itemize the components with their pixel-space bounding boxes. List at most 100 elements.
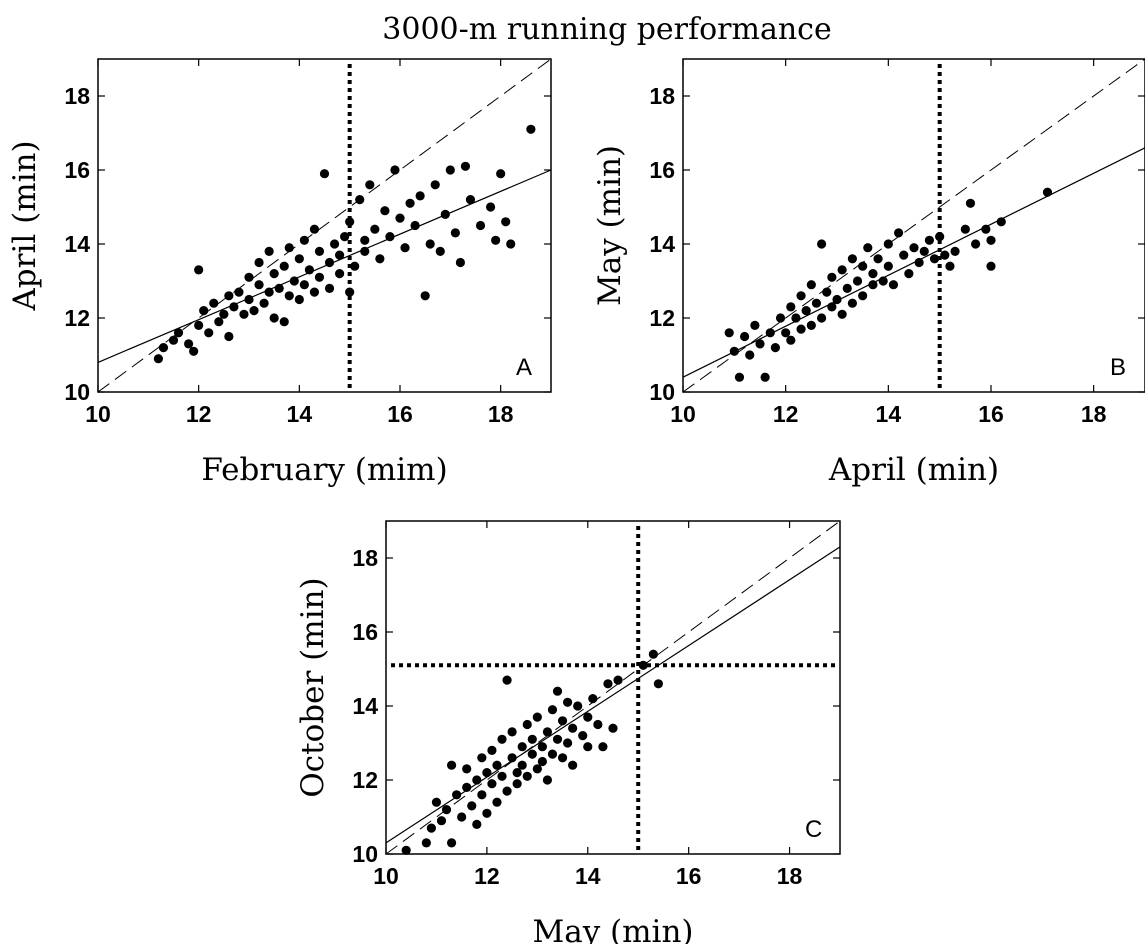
panel-a-y-tick-label: 14: [64, 231, 90, 257]
panel-b-data-point: [868, 269, 878, 279]
panel-b-data-point: [822, 287, 832, 297]
panel-b-data-point: [950, 246, 960, 256]
panel-b-data-point: [847, 254, 858, 264]
panel-c-data-point: [452, 790, 462, 800]
panel-c-data-point: [482, 808, 492, 818]
panel-b-data-point: [786, 302, 796, 312]
panel-b-x-tick-label: 16: [978, 401, 1004, 427]
panel-a-data-point: [259, 298, 269, 308]
panel-b-data-point: [740, 331, 750, 342]
panel-c-data-point: [593, 719, 603, 730]
panel-b-y-tick-label: 10: [649, 379, 675, 405]
panel-a-data-point: [405, 198, 415, 208]
panel-a-data-point: [229, 302, 239, 312]
panel-a-data-point: [194, 320, 204, 330]
panel-c-data-point: [568, 760, 578, 770]
panel-a-data-point: [410, 220, 420, 231]
panel-c-data-point: [446, 838, 457, 848]
panel-a-data-point: [234, 287, 244, 297]
panel-a-data-point: [173, 328, 184, 338]
panel-c-data-point: [613, 675, 623, 685]
panel-c-data-point: [421, 838, 431, 848]
panel-b-data-point: [765, 328, 775, 338]
panel-c-data-point: [502, 675, 512, 685]
panel-c-identity-line: [385, 520, 841, 855]
panel-c-data-point: [477, 790, 487, 800]
panel-a-data-point: [219, 309, 229, 319]
panel-c-data-point: [487, 779, 497, 789]
panel-a-data-point: [294, 294, 304, 305]
panel-c-x-tick-label: 12: [474, 863, 500, 889]
panel-c-data-point: [568, 723, 578, 733]
panel-b-data-point: [894, 228, 904, 238]
panel-a-data-point: [314, 246, 325, 256]
panel-a-data-point: [304, 265, 314, 275]
panel-c-data-point: [557, 716, 568, 726]
panel-a-data-point: [420, 291, 430, 301]
panel-c-data-point: [653, 679, 664, 689]
panel-c-data-point: [492, 760, 502, 770]
panel-b-data-point: [745, 350, 755, 360]
panel-a-data-point: [324, 257, 335, 268]
panel-c-data-point: [598, 742, 608, 752]
panel-a-letter: A: [516, 354, 532, 381]
panel-b-data-point: [945, 261, 955, 271]
panel-c-y-tick-label: 10: [352, 841, 378, 867]
panel-c-data-point: [426, 823, 436, 833]
panel-a-data-point: [184, 339, 194, 349]
panel-b-data-point: [960, 224, 970, 234]
panel-b-data-point: [965, 198, 976, 208]
panel-c-regression-line: [385, 546, 841, 844]
panel-c-data-point: [557, 753, 568, 763]
panel-a-data-point: [168, 335, 179, 345]
panel-b-data-point: [1042, 187, 1053, 197]
panel-a-data-point: [395, 213, 405, 223]
panel-c-x-tick-label: 10: [373, 863, 399, 889]
panel-b-data-point: [852, 276, 863, 286]
panel-a-y-tick-label: 12: [64, 305, 90, 331]
panel-c-data-point: [502, 786, 512, 796]
panel-c-data-point: [608, 723, 618, 733]
panel-a-data-point: [309, 287, 320, 297]
panel-c-data-point: [552, 686, 563, 696]
panel-b-x-tick-label: 14: [876, 401, 902, 427]
panel-b-data-point: [919, 246, 929, 256]
panel-c-data-point: [537, 756, 547, 767]
panel-c-axes-frame: [385, 520, 841, 855]
panel-a-data-point: [199, 306, 209, 316]
panel-a-data-point: [365, 180, 375, 190]
panel-c-data-point: [457, 812, 467, 822]
panel-a-data-point: [475, 220, 486, 231]
panel-a-data-point: [400, 243, 410, 253]
panel-b-data-point: [924, 235, 935, 245]
panel-c-data-point: [401, 845, 411, 855]
panel-b-x-tick-label: 18: [1081, 401, 1107, 427]
panel-c-data-point: [563, 697, 573, 707]
panel-a-y-tick-label: 10: [64, 379, 90, 405]
panel-a-data-point: [299, 280, 309, 290]
panel-b-data-point: [847, 298, 858, 308]
panel-a-data-point: [486, 202, 496, 212]
panel-c-data-point: [507, 753, 517, 763]
panel-a-data-point: [299, 235, 309, 245]
panel-c-y-tick-label: 12: [352, 767, 378, 793]
panel-c-x-tick-label: 16: [676, 863, 702, 889]
panel-a-x-tick-label: 16: [387, 401, 413, 427]
panel-b-data-point: [981, 224, 991, 234]
panel-b-data-point: [817, 239, 827, 249]
panel-b-letter: B: [1110, 354, 1126, 381]
panel-b-data-point: [883, 239, 893, 249]
panel-b-data-point: [770, 343, 781, 353]
panel-b-y-tick-label: 18: [649, 83, 675, 109]
panel-c-x-tick-label: 14: [575, 863, 601, 889]
panel-a-data-point: [496, 169, 506, 179]
panel-a-data-point: [269, 269, 279, 279]
panel-a-x-tick-label: 14: [287, 401, 313, 427]
panel-b-data-point: [878, 276, 888, 286]
panel-a-y-axis-label: April (min): [7, 140, 43, 311]
panel-c-y-axis-label: October (min): [295, 577, 331, 797]
panel-c-data-point: [512, 768, 522, 778]
panel-c-data-point: [482, 768, 492, 778]
